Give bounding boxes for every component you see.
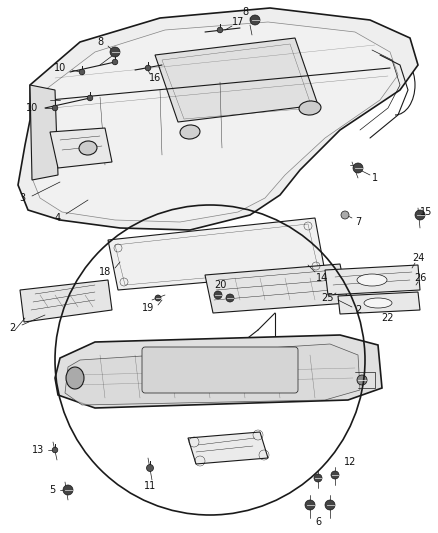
Circle shape (325, 500, 335, 510)
Circle shape (155, 295, 161, 301)
Polygon shape (155, 38, 318, 122)
Circle shape (146, 464, 153, 472)
Text: 12: 12 (344, 457, 356, 467)
Text: 11: 11 (144, 481, 156, 491)
Polygon shape (55, 335, 382, 408)
Text: 8: 8 (242, 7, 248, 17)
Circle shape (353, 163, 363, 173)
Ellipse shape (180, 125, 200, 139)
Polygon shape (20, 280, 112, 322)
Circle shape (52, 105, 58, 111)
Ellipse shape (299, 101, 321, 115)
Text: 3: 3 (19, 193, 25, 203)
Polygon shape (108, 218, 325, 290)
Circle shape (145, 65, 151, 71)
Text: 1: 1 (372, 173, 378, 183)
Circle shape (226, 294, 234, 302)
Text: 18: 18 (99, 267, 111, 277)
Text: 26: 26 (414, 273, 426, 283)
Circle shape (87, 95, 93, 101)
Text: 10: 10 (54, 63, 66, 73)
Ellipse shape (66, 367, 84, 389)
Text: 6: 6 (315, 517, 321, 527)
Polygon shape (30, 85, 58, 180)
Text: 14: 14 (316, 273, 328, 283)
Ellipse shape (79, 141, 97, 155)
Polygon shape (338, 292, 420, 314)
Text: 24: 24 (412, 253, 424, 263)
Text: 4: 4 (55, 213, 61, 223)
Text: 7: 7 (355, 217, 361, 227)
Ellipse shape (364, 298, 392, 308)
Circle shape (415, 210, 425, 220)
Circle shape (357, 375, 367, 385)
Circle shape (52, 447, 58, 453)
Text: 15: 15 (420, 207, 432, 217)
Circle shape (314, 474, 322, 482)
Polygon shape (18, 8, 418, 230)
Circle shape (112, 59, 118, 65)
FancyBboxPatch shape (142, 347, 298, 393)
Polygon shape (205, 264, 348, 313)
Text: 13: 13 (32, 445, 44, 455)
Circle shape (63, 485, 73, 495)
Text: 17: 17 (232, 17, 244, 27)
Polygon shape (325, 265, 420, 295)
Circle shape (214, 291, 222, 299)
Polygon shape (32, 22, 398, 222)
Text: 10: 10 (26, 103, 38, 113)
Text: 5: 5 (49, 485, 55, 495)
Polygon shape (65, 344, 360, 405)
Text: 2: 2 (355, 305, 361, 315)
Text: 25: 25 (322, 293, 334, 303)
Circle shape (305, 500, 315, 510)
Text: 8: 8 (97, 37, 103, 47)
Text: 2: 2 (9, 323, 15, 333)
Text: 20: 20 (214, 280, 226, 290)
Circle shape (250, 15, 260, 25)
Ellipse shape (357, 274, 387, 286)
Ellipse shape (341, 211, 349, 219)
Text: 22: 22 (382, 313, 394, 323)
Polygon shape (188, 432, 268, 464)
Text: 16: 16 (149, 73, 161, 83)
Circle shape (331, 471, 339, 479)
Circle shape (110, 47, 120, 57)
Text: 19: 19 (142, 303, 154, 313)
Polygon shape (50, 128, 112, 168)
Circle shape (217, 27, 223, 33)
Circle shape (79, 69, 85, 75)
